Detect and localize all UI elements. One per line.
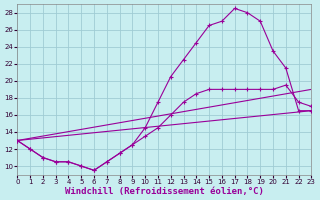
X-axis label: Windchill (Refroidissement éolien,°C): Windchill (Refroidissement éolien,°C) xyxy=(65,187,264,196)
